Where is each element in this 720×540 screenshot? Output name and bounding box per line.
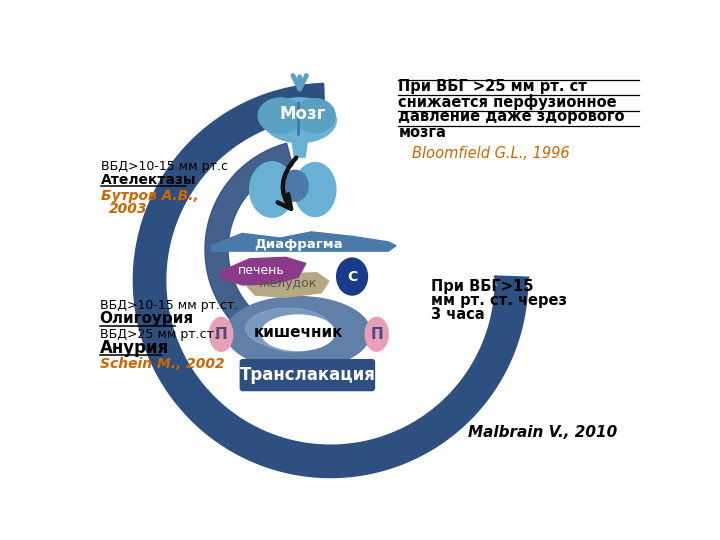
- Ellipse shape: [282, 170, 308, 201]
- Text: П: П: [215, 327, 228, 342]
- Ellipse shape: [294, 163, 336, 217]
- Text: П: П: [370, 327, 383, 342]
- Ellipse shape: [276, 318, 323, 338]
- Text: Мозг: Мозг: [279, 105, 326, 123]
- Text: При ВБГ>15: При ВБГ>15: [431, 279, 533, 294]
- Text: ВБД>10-15 мм рт.ст.: ВБД>10-15 мм рт.ст.: [99, 299, 238, 312]
- Polygon shape: [133, 83, 528, 477]
- Text: Олигоурия: Олигоурия: [99, 312, 194, 326]
- Text: Malbrain V., 2010: Malbrain V., 2010: [467, 426, 617, 440]
- Polygon shape: [291, 136, 308, 157]
- Ellipse shape: [337, 258, 367, 295]
- Text: давление даже здорового: давление даже здорового: [398, 110, 625, 124]
- Ellipse shape: [258, 98, 303, 133]
- Polygon shape: [221, 257, 306, 285]
- Text: Диафрагма: Диафрагма: [254, 238, 343, 251]
- Text: ВБД>10-15 мм рт.с: ВБД>10-15 мм рт.с: [101, 160, 228, 173]
- Text: Бутров А.В.,: Бутров А.В.,: [101, 188, 199, 202]
- Text: снижается перфузионное: снижается перфузионное: [398, 94, 617, 110]
- Text: Транслакация: Транслакация: [240, 366, 375, 384]
- Text: мозга: мозга: [398, 125, 446, 140]
- Text: мм рт. ст. через: мм рт. ст. через: [429, 224, 565, 239]
- Text: ВБД>25 мм рт.ст.: ВБД>25 мм рт.ст.: [99, 328, 217, 341]
- Polygon shape: [205, 143, 292, 352]
- Ellipse shape: [250, 162, 294, 217]
- Text: 1 час: 1 час: [429, 238, 473, 253]
- Text: Bloomfield G.L., 1996: Bloomfield G.L., 1996: [412, 146, 570, 161]
- Polygon shape: [248, 273, 329, 298]
- Text: 2003: 2003: [109, 202, 148, 216]
- Text: При ВБД >25: При ВБД >25: [429, 210, 540, 225]
- Ellipse shape: [261, 315, 335, 350]
- Ellipse shape: [226, 296, 371, 369]
- Text: С: С: [347, 269, 357, 284]
- Text: мм рт. ст. через: мм рт. ст. через: [431, 293, 567, 308]
- Polygon shape: [253, 330, 292, 356]
- FancyBboxPatch shape: [240, 359, 375, 392]
- Ellipse shape: [246, 308, 330, 348]
- Text: кишечник: кишечник: [253, 325, 343, 340]
- Text: Ателектазы: Ателектазы: [101, 173, 197, 186]
- Ellipse shape: [263, 325, 324, 352]
- Ellipse shape: [210, 318, 233, 351]
- Ellipse shape: [365, 318, 388, 351]
- Text: При ВБГ >25 мм рт. ст: При ВБГ >25 мм рт. ст: [398, 79, 587, 93]
- Polygon shape: [211, 232, 396, 251]
- Polygon shape: [495, 276, 529, 325]
- Text: Schein M., 2002: Schein M., 2002: [99, 357, 224, 372]
- Ellipse shape: [263, 98, 336, 143]
- Ellipse shape: [295, 99, 335, 132]
- Text: Анурия: Анурия: [99, 339, 168, 357]
- Text: 3 часа: 3 часа: [431, 307, 485, 322]
- Text: желудок: желудок: [259, 277, 318, 290]
- Text: печень: печень: [238, 264, 284, 277]
